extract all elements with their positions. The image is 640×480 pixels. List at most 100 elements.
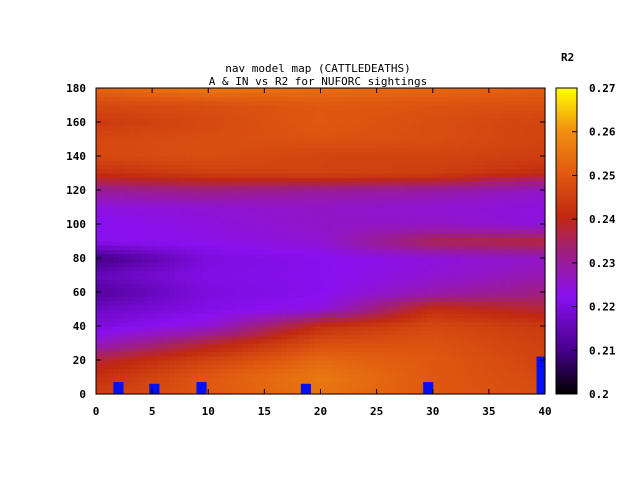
heatmap-cell: [443, 355, 451, 361]
heatmap-cell: [449, 266, 456, 272]
heatmap-cell: [101, 185, 108, 191]
heatmap-cell: [157, 338, 164, 344]
heatmap-cell: [269, 326, 277, 331]
heatmap-cell: [438, 364, 445, 370]
heatmap-cell: [399, 262, 406, 268]
heatmap-cell: [247, 109, 254, 115]
heatmap-cell: [432, 296, 439, 302]
heatmap-cell: [230, 381, 237, 387]
heatmap-cell: [421, 351, 428, 357]
heatmap-cell: [342, 389, 350, 395]
heatmap-cell: [269, 245, 277, 251]
heatmap-cell: [168, 236, 176, 242]
heatmap-cell: [112, 109, 120, 115]
heatmap-cell: [185, 177, 193, 183]
heatmap-cell: [466, 326, 473, 331]
heatmap-cell: [460, 181, 468, 187]
heatmap-cell: [399, 372, 406, 378]
heatmap-cell: [140, 326, 148, 331]
heatmap-cell: [404, 389, 411, 395]
heatmap-cell: [96, 117, 103, 123]
heatmap-cell: [410, 126, 417, 132]
heatmap-cell: [432, 88, 439, 93]
heatmap-cell: [101, 309, 108, 314]
heatmap-cell: [320, 334, 327, 340]
heatmap-cell: [371, 190, 378, 195]
heatmap-cell: [236, 194, 243, 200]
heatmap-cell: [112, 122, 120, 127]
heatmap-cell: [185, 219, 193, 225]
heatmap-cell: [337, 198, 344, 204]
heatmap-cell: [421, 245, 428, 251]
heatmap-cell: [275, 381, 282, 387]
heatmap-cell: [118, 139, 125, 144]
heatmap-cell: [197, 266, 204, 272]
heatmap-cell: [124, 300, 131, 306]
heatmap-cell: [472, 122, 479, 127]
heatmap-cell: [298, 381, 305, 387]
heatmap-cell: [230, 151, 237, 157]
heatmap-cell: [466, 194, 473, 200]
heatmap-cell: [427, 355, 434, 361]
heatmap-cell: [236, 202, 243, 208]
heatmap-cell: [197, 117, 204, 123]
heatmap-cell: [309, 296, 316, 302]
heatmap-cell: [96, 113, 103, 119]
heatmap-cell: [477, 360, 484, 365]
heatmap-cell: [342, 292, 350, 297]
heatmap-cell: [241, 113, 249, 119]
heatmap-cell: [253, 330, 260, 336]
heatmap-cell: [247, 126, 254, 132]
heatmap-cell: [107, 160, 114, 166]
heatmap-cell: [455, 360, 462, 365]
heatmap-cell: [146, 283, 153, 289]
heatmap-cell: [326, 245, 333, 251]
heatmap-cell: [112, 134, 120, 140]
heatmap-cell: [415, 139, 423, 144]
heatmap-cell: [118, 279, 125, 285]
heatmap-cell: [258, 381, 265, 387]
heatmap-cell: [399, 156, 406, 161]
heatmap-cell: [449, 258, 456, 263]
heatmap-cell: [354, 377, 361, 382]
heatmap-cell: [118, 164, 125, 170]
heatmap-cell: [359, 207, 366, 212]
heatmap-cell: [421, 139, 428, 144]
heatmap-cell: [146, 156, 153, 161]
heatmap-cell: [168, 377, 176, 382]
heatmap-cell: [292, 126, 299, 132]
heatmap-cell: [399, 113, 406, 119]
heatmap-cell: [168, 88, 176, 93]
heatmap-cell: [314, 160, 322, 166]
heatmap-cell: [427, 372, 434, 378]
heatmap-cell: [225, 109, 232, 115]
heatmap-cell: [348, 215, 355, 221]
heatmap-cell: [314, 351, 322, 357]
heatmap-cell: [365, 181, 372, 187]
heatmap-cell: [174, 313, 181, 319]
heatmap-cell: [219, 130, 226, 136]
heatmap-cell: [443, 330, 451, 336]
heatmap-cell: [96, 377, 103, 382]
heatmap-cell: [264, 253, 271, 259]
heatmap-cell: [281, 194, 288, 200]
heatmap-cell: [275, 147, 282, 153]
heatmap-cell: [258, 181, 265, 187]
heatmap-cell: [382, 156, 389, 161]
heatmap-cell: [112, 168, 120, 174]
heatmap-cell: [443, 241, 451, 246]
heatmap-cell: [477, 283, 484, 289]
heatmap-cell: [303, 143, 310, 149]
heatmap-cell: [432, 143, 439, 149]
heatmap-cell: [292, 385, 299, 391]
heatmap-cell: [443, 266, 451, 272]
heatmap-cell: [359, 160, 366, 166]
heatmap-cell: [342, 270, 350, 276]
heatmap-cell: [320, 351, 327, 357]
heatmap-cell: [382, 219, 389, 225]
heatmap-cell: [286, 92, 294, 98]
heatmap-cell: [404, 122, 411, 127]
heatmap-cell: [404, 105, 411, 110]
heatmap-cell: [292, 92, 299, 98]
heatmap-cell: [258, 194, 265, 200]
